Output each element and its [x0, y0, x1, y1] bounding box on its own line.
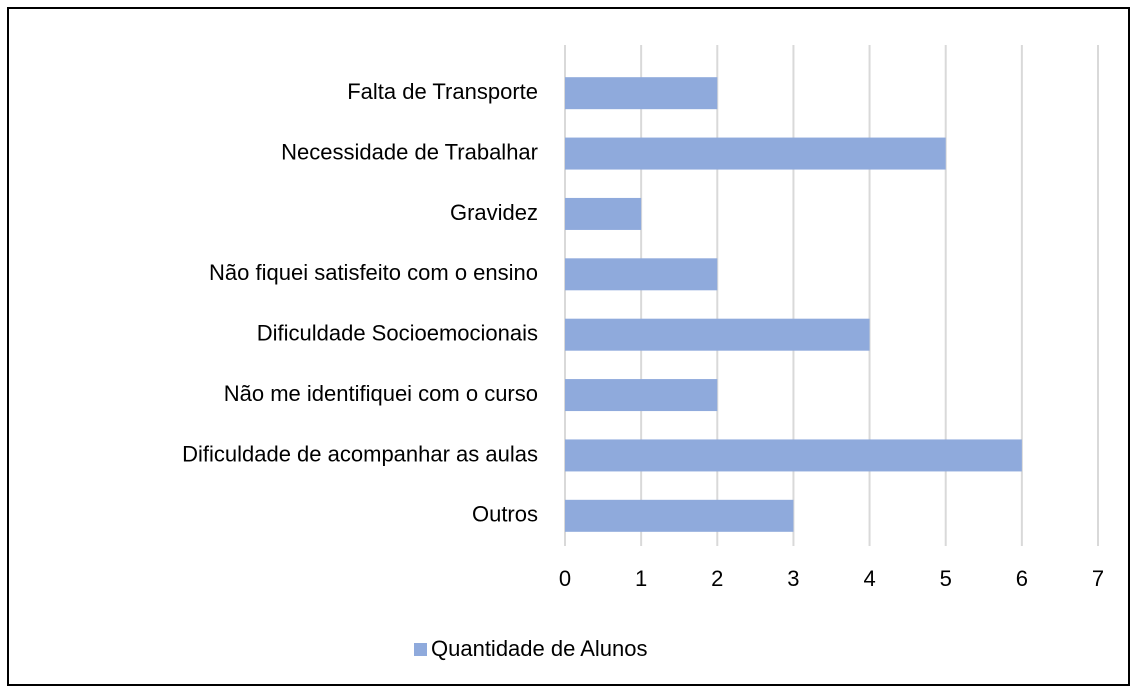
bar [565, 439, 1022, 472]
x-tick-label: 0 [559, 566, 571, 591]
bar [565, 197, 642, 230]
y-tick-label: Dificuldade de acompanhar as aulas [182, 441, 538, 466]
y-tick-label: Falta de Transporte [347, 79, 538, 104]
bar [565, 499, 794, 532]
y-tick-label: Necessidade de Trabalhar [281, 139, 538, 164]
y-tick-label: Gravidez [450, 200, 538, 225]
y-tick-label: Dificuldade Socioemocionais [257, 321, 538, 346]
x-tick-label: 1 [635, 566, 647, 591]
bar [565, 379, 718, 412]
bar [565, 318, 870, 351]
x-tick-label: 2 [711, 566, 723, 591]
x-tick-label: 7 [1092, 566, 1104, 591]
x-tick-label: 3 [787, 566, 799, 591]
x-tick-label: 6 [1016, 566, 1028, 591]
legend-swatch [414, 643, 427, 656]
x-tick-label: 4 [863, 566, 875, 591]
y-tick-label: Não fiquei satisfeito com o ensino [209, 260, 538, 285]
bar [565, 258, 718, 291]
y-tick-label: Outros [472, 502, 538, 527]
bar [565, 77, 718, 110]
bar [565, 137, 946, 170]
legend-label: Quantidade de Alunos [431, 636, 648, 661]
y-tick-label: Não me identifiquei com o curso [224, 381, 538, 406]
x-tick-label: 5 [940, 566, 952, 591]
